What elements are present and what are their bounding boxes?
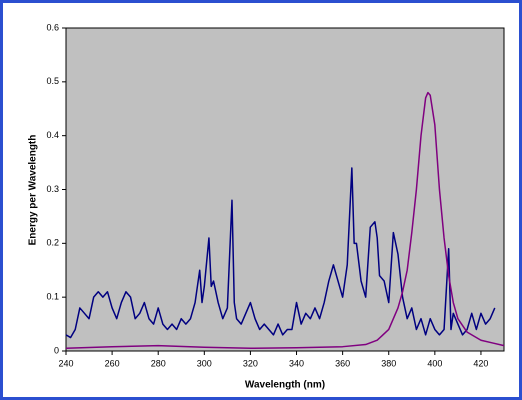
y-tick-label: 0.1 xyxy=(46,292,59,302)
y-tick-label: 0.5 xyxy=(46,76,59,86)
y-tick-label: 0.2 xyxy=(46,238,59,248)
x-tick-label: 320 xyxy=(243,358,258,368)
x-tick-label: 300 xyxy=(197,358,212,368)
x-tick-label: 360 xyxy=(335,358,350,368)
y-tick-label: 0.3 xyxy=(46,184,59,194)
y-tick-label: 0 xyxy=(54,345,59,355)
x-tick-label: 420 xyxy=(473,358,488,368)
x-axis-title: Wavelength (nm) xyxy=(245,380,325,391)
y-tick-label: 0.6 xyxy=(46,22,59,32)
x-tick-label: 280 xyxy=(151,358,166,368)
x-tick-label: 400 xyxy=(427,358,442,368)
x-tick-label: 240 xyxy=(58,358,73,368)
x-tick-label: 340 xyxy=(289,358,304,368)
series-line xyxy=(65,91,505,350)
y-axis-title: Energy per Wavelength xyxy=(28,135,39,246)
x-tick-label: 380 xyxy=(381,358,396,368)
plot-area xyxy=(65,27,505,352)
series-line xyxy=(65,167,496,339)
x-tick-label: 260 xyxy=(105,358,120,368)
y-tick-label: 0.4 xyxy=(46,130,59,140)
